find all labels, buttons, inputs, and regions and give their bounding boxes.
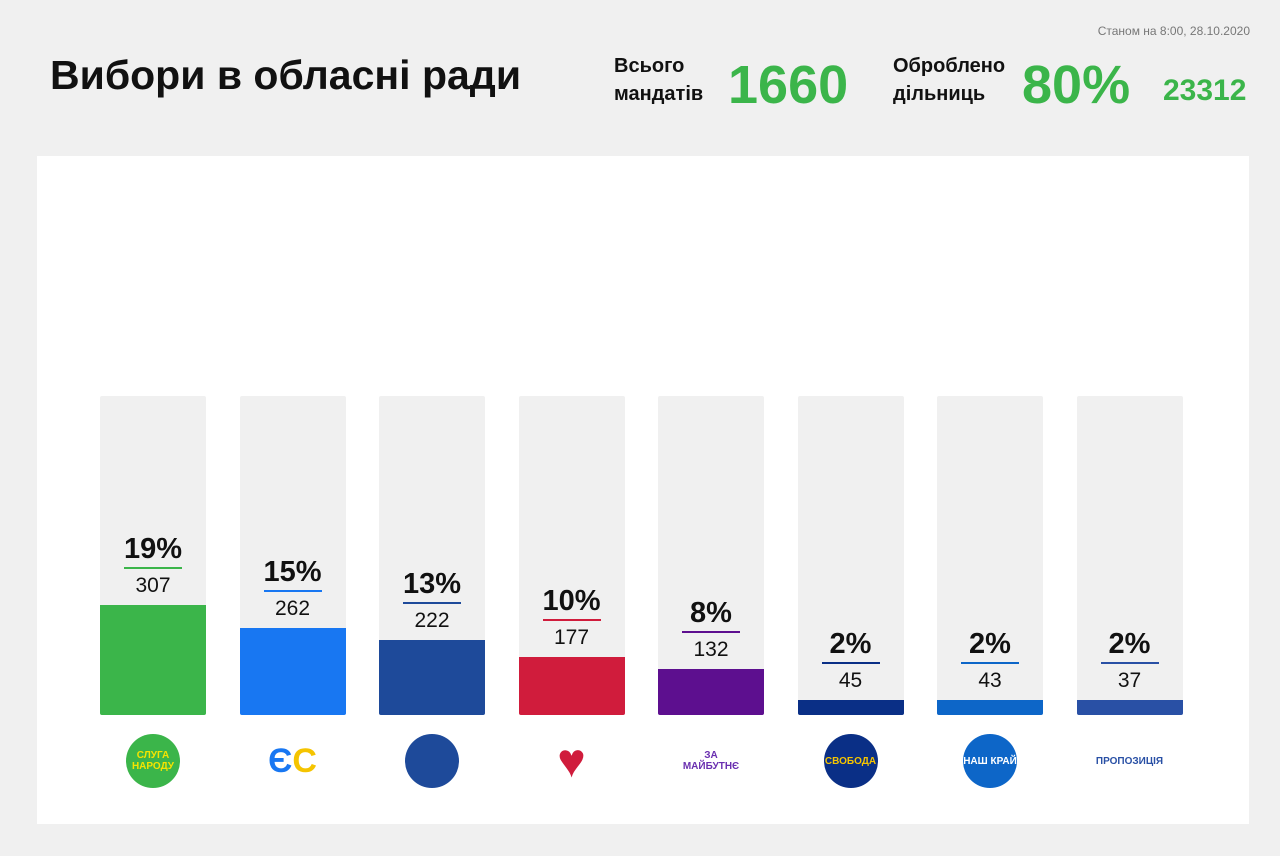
seats-label: 132 [693, 637, 729, 661]
label-underline [124, 566, 182, 569]
mandates-label: Всього мандатів [614, 52, 703, 108]
bar [518, 657, 625, 715]
percent-label: 19% [123, 532, 183, 565]
party-logo: ЗА МАЙБУТНЄ [683, 734, 739, 788]
bar-track [658, 396, 764, 715]
party-logo: СЛУГА НАРОДУ [126, 734, 180, 788]
label-underline [821, 662, 880, 664]
chart-panel: 19% 307 СЛУГА НАРОДУ 15% 262 Є С 13% 222 10% 177 ♥ 8… [37, 156, 1249, 824]
bar [937, 700, 1043, 715]
label-underline [542, 619, 601, 621]
processed-percent: 80% [1022, 55, 1131, 115]
percent-label: 8% [690, 596, 732, 629]
seats-label: 262 [274, 597, 311, 620]
bar-label: 2% 37 [1077, 628, 1183, 694]
label-underline [961, 662, 1019, 664]
seats-label: 37 [1117, 669, 1142, 692]
bar-label: 2% 45 [798, 628, 904, 694]
bar-track [1076, 396, 1183, 715]
party-logo: ♥ [544, 734, 599, 788]
bar-track [937, 396, 1043, 715]
label-underline [403, 601, 461, 604]
bar-track [797, 396, 904, 715]
page-title: Вибори в обласні ради [50, 52, 522, 98]
bar-track [100, 396, 206, 715]
seats-label: 43 [978, 669, 1002, 692]
bar [1076, 700, 1183, 715]
bar [658, 668, 764, 715]
bar-label: 13% 222 [379, 568, 485, 634]
percent-label: 10% [542, 585, 601, 617]
mandates-label-line2: мандатів [614, 83, 704, 105]
label-underline [1100, 662, 1159, 664]
processed-label: Оброблено дільниць [893, 52, 1005, 108]
mandates-label-line1: Всього [614, 55, 685, 77]
bar [797, 700, 904, 715]
mandates-value: 1660 [728, 55, 849, 115]
seats-label: 222 [414, 608, 450, 632]
bar-track [518, 396, 625, 715]
party-logo: НАШ КРАЙ [963, 734, 1017, 788]
bar-label: 2% 43 [937, 628, 1043, 694]
party-logo: ПРОПОЗИЦІЯ [1096, 734, 1163, 788]
seats-label: 307 [135, 573, 171, 597]
bar [239, 628, 346, 715]
party-logo: СВОБОДА [823, 734, 878, 788]
percent-label: 2% [829, 628, 872, 660]
bar [100, 604, 206, 715]
processed-label-line2: дільниць [893, 83, 986, 105]
party-logo [405, 734, 459, 788]
bar-track [379, 396, 485, 715]
processed-count: 23312 [1163, 74, 1247, 107]
as-of-timestamp: Станом на 8:00, 28.10.2020 [1097, 24, 1250, 38]
processed-label-line1: Оброблено [893, 55, 1006, 77]
bar-label: 15% 262 [240, 556, 346, 622]
bar-label: 19% 307 [100, 533, 206, 599]
seats-label: 45 [838, 669, 863, 692]
percent-label: 2% [969, 628, 1011, 660]
label-underline [263, 590, 322, 592]
percent-label: 15% [263, 556, 322, 588]
bar-label: 8% 132 [658, 597, 764, 663]
bar-label: 10% 177 [519, 585, 625, 651]
bar-track [239, 396, 346, 715]
seats-label: 177 [553, 626, 590, 649]
bar [379, 639, 485, 715]
label-underline [682, 630, 740, 633]
percent-label: 2% [1108, 628, 1151, 660]
percent-label: 13% [402, 567, 462, 600]
